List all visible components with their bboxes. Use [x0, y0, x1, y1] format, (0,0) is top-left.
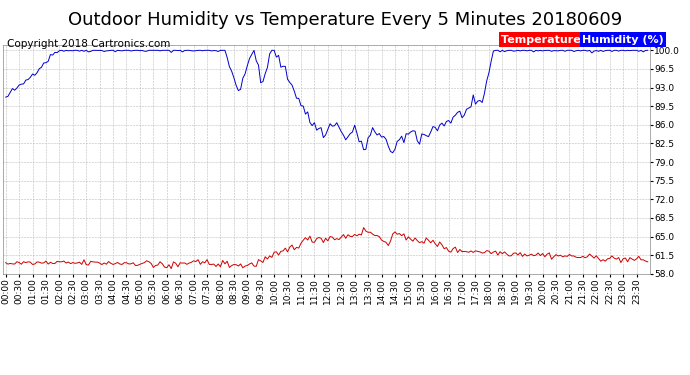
Text: Humidity (%): Humidity (%) — [582, 35, 664, 45]
Text: Copyright 2018 Cartronics.com: Copyright 2018 Cartronics.com — [7, 39, 170, 50]
Text: Temperature (°F): Temperature (°F) — [501, 35, 609, 45]
Text: Outdoor Humidity vs Temperature Every 5 Minutes 20180609: Outdoor Humidity vs Temperature Every 5 … — [68, 11, 622, 29]
